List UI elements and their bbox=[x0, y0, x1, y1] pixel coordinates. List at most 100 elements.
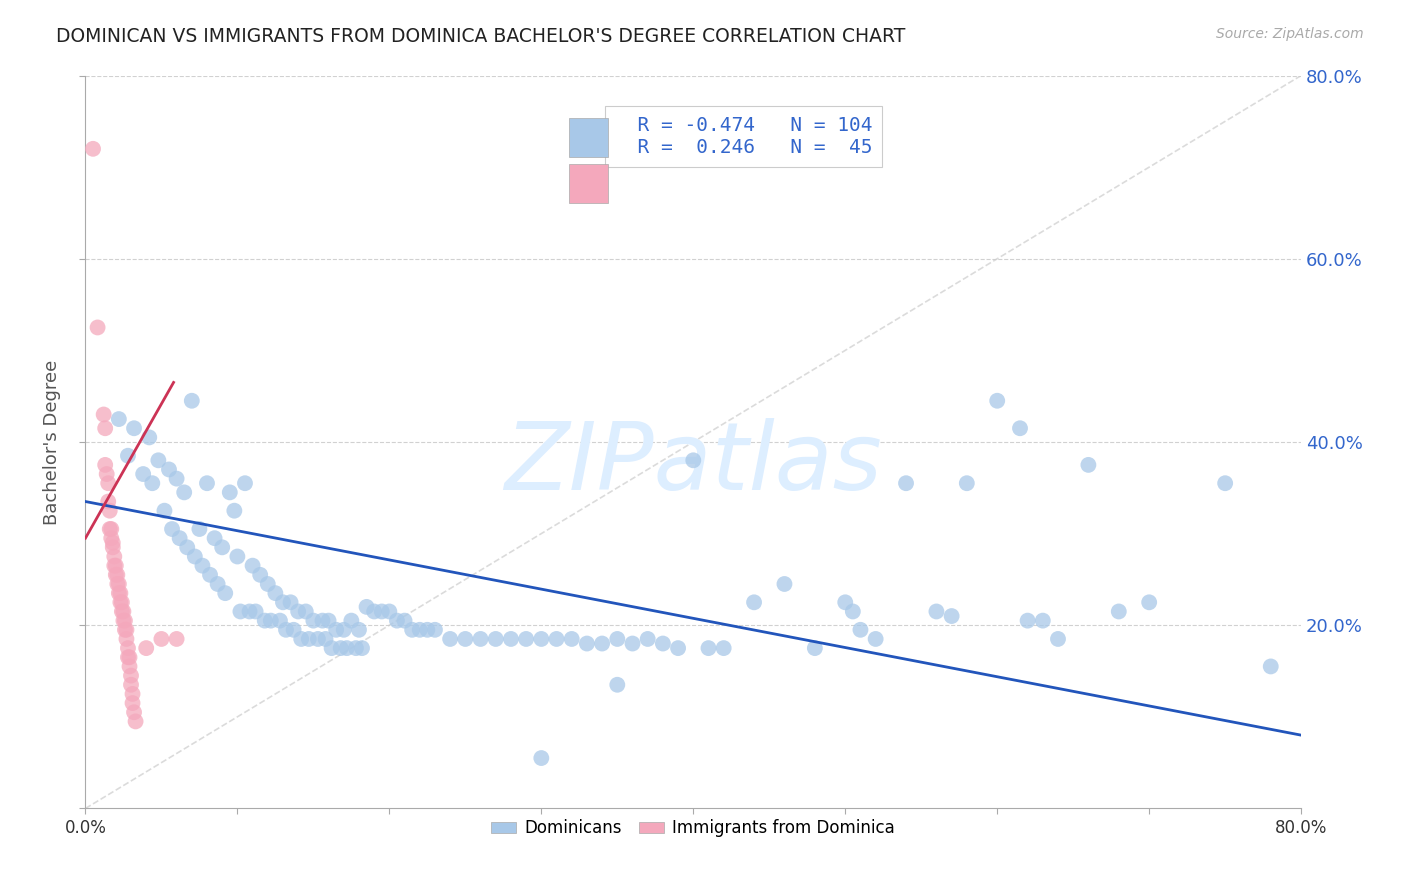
Point bbox=[849, 623, 872, 637]
Point bbox=[150, 632, 173, 646]
Point bbox=[1260, 659, 1282, 673]
Point bbox=[401, 623, 423, 637]
Point bbox=[713, 641, 735, 656]
Point bbox=[122, 705, 145, 719]
Point bbox=[344, 641, 367, 656]
Point bbox=[138, 430, 160, 444]
Point bbox=[100, 531, 122, 545]
Point bbox=[121, 696, 143, 710]
Text: DOMINICAN VS IMMIGRANTS FROM DOMINICA BACHELOR'S DEGREE CORRELATION CHART: DOMINICAN VS IMMIGRANTS FROM DOMINICA BA… bbox=[56, 27, 905, 45]
Point bbox=[245, 605, 267, 619]
Text: R = -0.474   N = 104
  R =  0.246   N =  45: R = -0.474 N = 104 R = 0.246 N = 45 bbox=[614, 116, 873, 157]
Point bbox=[108, 412, 131, 426]
Point bbox=[350, 641, 373, 656]
Point bbox=[311, 614, 333, 628]
Point bbox=[340, 614, 363, 628]
Point bbox=[180, 393, 202, 408]
Point bbox=[264, 586, 287, 600]
Point bbox=[191, 558, 214, 573]
Point bbox=[575, 636, 598, 650]
Point bbox=[485, 632, 508, 646]
Point bbox=[101, 541, 124, 555]
Point bbox=[157, 462, 180, 476]
Point bbox=[454, 632, 477, 646]
Point bbox=[118, 659, 141, 673]
Point bbox=[621, 636, 644, 650]
Point bbox=[470, 632, 492, 646]
Point bbox=[606, 632, 628, 646]
Point bbox=[112, 614, 135, 628]
Point bbox=[325, 623, 347, 637]
Point bbox=[439, 632, 461, 646]
Point bbox=[195, 476, 218, 491]
Point bbox=[153, 504, 176, 518]
Point bbox=[117, 641, 139, 656]
Point bbox=[1077, 458, 1099, 472]
Point bbox=[416, 623, 439, 637]
Point bbox=[105, 567, 128, 582]
Point bbox=[100, 522, 122, 536]
Point bbox=[423, 623, 446, 637]
Point bbox=[637, 632, 659, 646]
Point bbox=[956, 476, 979, 491]
Point bbox=[110, 586, 132, 600]
Point bbox=[307, 632, 329, 646]
Point bbox=[120, 678, 142, 692]
Point bbox=[318, 614, 340, 628]
Point bbox=[224, 504, 246, 518]
Point bbox=[115, 623, 138, 637]
Point bbox=[233, 476, 256, 491]
Point bbox=[198, 567, 221, 582]
Point bbox=[371, 605, 394, 619]
Point bbox=[894, 476, 917, 491]
Point bbox=[111, 595, 134, 609]
Point bbox=[283, 623, 305, 637]
Point bbox=[378, 605, 401, 619]
Point bbox=[86, 320, 108, 334]
Point bbox=[114, 614, 136, 628]
Point bbox=[253, 614, 276, 628]
Point bbox=[925, 605, 948, 619]
Point bbox=[294, 605, 316, 619]
Point bbox=[287, 605, 309, 619]
Point bbox=[515, 632, 537, 646]
Text: Source: ZipAtlas.com: Source: ZipAtlas.com bbox=[1216, 27, 1364, 41]
Point bbox=[124, 714, 146, 729]
Point bbox=[666, 641, 689, 656]
Point bbox=[773, 577, 796, 591]
Point bbox=[238, 605, 260, 619]
Point bbox=[385, 614, 408, 628]
Y-axis label: Bachelor's Degree: Bachelor's Degree bbox=[44, 359, 60, 524]
Point bbox=[394, 614, 416, 628]
Point bbox=[1017, 614, 1039, 628]
Point bbox=[103, 549, 125, 564]
Point bbox=[274, 623, 297, 637]
Point bbox=[546, 632, 568, 646]
Point bbox=[865, 632, 887, 646]
Point bbox=[122, 421, 145, 435]
Point bbox=[290, 632, 312, 646]
Point bbox=[561, 632, 583, 646]
Point bbox=[260, 614, 283, 628]
Point bbox=[591, 636, 613, 650]
Point bbox=[132, 467, 155, 481]
Point bbox=[108, 577, 131, 591]
Point bbox=[82, 142, 104, 156]
Point bbox=[184, 549, 207, 564]
Point bbox=[135, 641, 157, 656]
Point bbox=[115, 632, 138, 646]
Point bbox=[302, 614, 325, 628]
Point bbox=[218, 485, 240, 500]
Point bbox=[188, 522, 211, 536]
Point bbox=[118, 650, 141, 665]
Point bbox=[169, 531, 191, 545]
Point bbox=[110, 595, 132, 609]
Point bbox=[160, 522, 183, 536]
Point bbox=[332, 623, 354, 637]
Point bbox=[94, 458, 117, 472]
Point bbox=[256, 577, 278, 591]
Point bbox=[1008, 421, 1031, 435]
Point bbox=[96, 467, 118, 481]
Point bbox=[499, 632, 522, 646]
Point bbox=[249, 567, 271, 582]
